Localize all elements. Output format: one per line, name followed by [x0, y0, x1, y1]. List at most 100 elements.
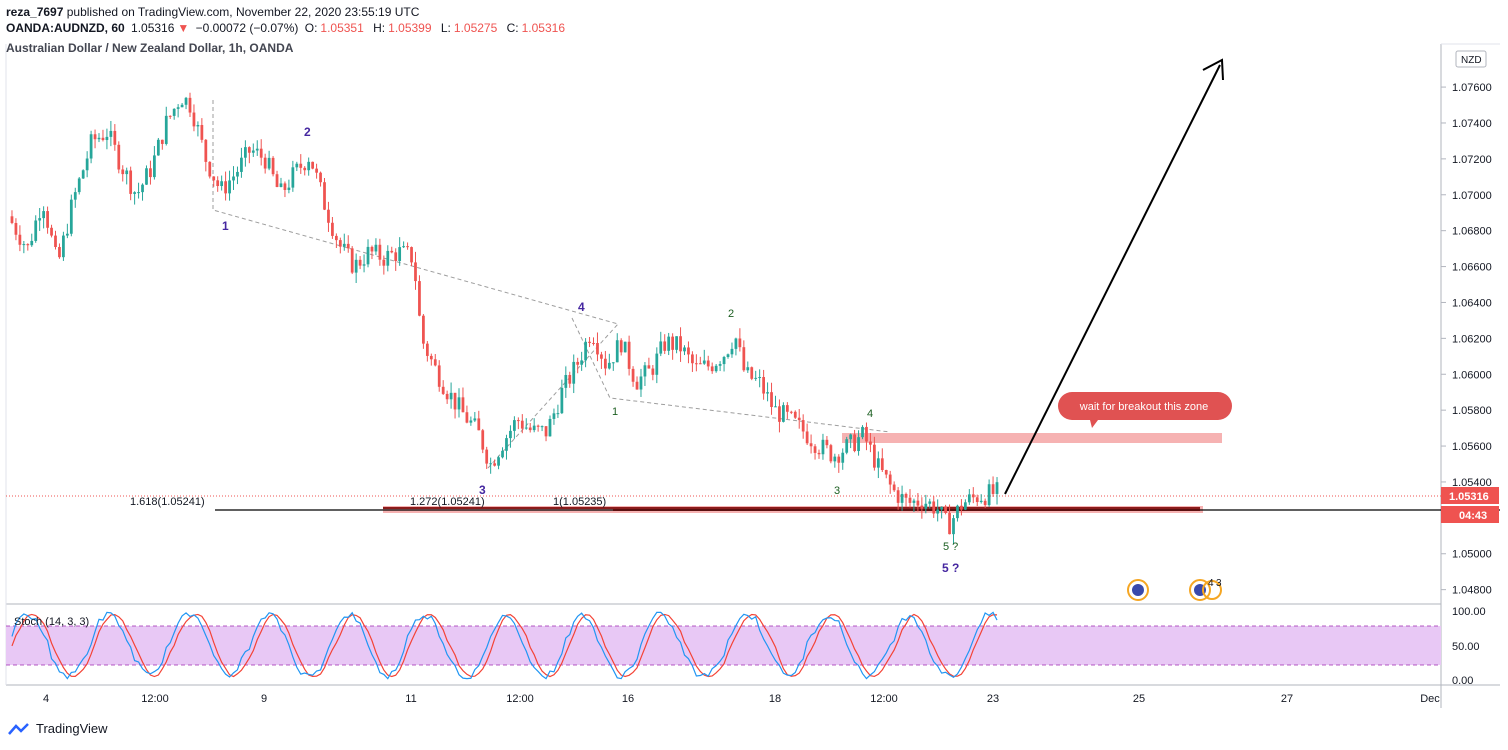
y-tick-label: 1.05400: [1452, 477, 1492, 489]
candle-series[interactable]: [10, 92, 999, 545]
candle-body: [967, 494, 971, 503]
publisher-name[interactable]: reza_7697: [6, 5, 64, 19]
candle-body: [26, 244, 30, 246]
candle-body: [176, 107, 180, 109]
candle-body: [698, 363, 702, 365]
candle-body: [303, 167, 307, 171]
candle-body: [722, 357, 726, 365]
candle-body: [180, 104, 184, 108]
candle-body: [552, 413, 556, 419]
event-count-1: 4: [1208, 578, 1214, 589]
candle-body: [801, 420, 805, 432]
wave-minor-5: 5 ?: [943, 541, 958, 553]
candle-body: [607, 362, 611, 369]
candle-body: [584, 341, 587, 361]
candle-body: [821, 439, 825, 455]
candle-body: [331, 222, 334, 236]
candle-body: [441, 386, 445, 394]
candle-body: [493, 463, 496, 466]
footer[interactable]: TradingView: [8, 721, 108, 736]
candle-body: [564, 374, 568, 388]
candle-body: [536, 425, 540, 427]
candle-body: [113, 130, 117, 145]
candle-body: [975, 497, 979, 503]
candle-body: [876, 458, 880, 468]
candle-body: [928, 501, 932, 504]
y-tick-label: 1.05600: [1452, 441, 1492, 453]
candle-body: [497, 457, 500, 466]
chart-header: reza_7697 published on TradingView.com, …: [6, 4, 571, 56]
candle-body: [501, 450, 504, 458]
candle-body: [944, 506, 947, 514]
candle-body: [437, 365, 441, 387]
candle-body: [42, 211, 46, 219]
candle-body: [916, 500, 920, 506]
candle-body: [267, 157, 271, 169]
candle-body: [232, 176, 235, 181]
projection-arrow[interactable]: [1004, 64, 1221, 495]
candle-body: [342, 243, 346, 247]
low-label: L:: [440, 21, 451, 35]
currency-badge[interactable]: [1455, 50, 1487, 68]
candle-body: [782, 405, 785, 422]
flag-au-icon: [1132, 584, 1144, 596]
projection-arrowhead: [1202, 58, 1224, 81]
candle-body: [987, 484, 991, 506]
candle-body: [192, 112, 196, 127]
candle-body: [358, 259, 362, 266]
stoch-tick-label: 0.00: [1452, 675, 1473, 687]
candle-body: [572, 361, 576, 384]
event-count-2: 3: [1216, 578, 1222, 589]
x-tick-label: 4: [43, 693, 49, 705]
breakout-callout[interactable]: [1058, 392, 1232, 428]
candle-body: [164, 115, 168, 144]
candle-body: [694, 363, 698, 365]
candle-body: [481, 430, 485, 450]
candle-body: [829, 445, 833, 462]
y-tick-label: 1.05800: [1452, 405, 1492, 417]
candle-body: [600, 354, 603, 359]
candle-body: [10, 216, 14, 223]
candle-body: [30, 240, 34, 246]
candle-body: [513, 420, 516, 431]
candle-body: [370, 246, 374, 252]
candle-body: [228, 180, 231, 194]
candle-body: [58, 247, 61, 258]
candle-body: [750, 367, 754, 379]
stoch-axis: 100.00 50.00 0.00: [1452, 606, 1486, 687]
candle-body: [952, 518, 955, 535]
candle-body: [145, 168, 148, 185]
candle-body: [311, 161, 315, 169]
low-value: 1.05275: [453, 21, 498, 35]
candle-body: [386, 250, 390, 266]
candle-body: [869, 441, 872, 445]
y-tick-label: 1.06400: [1452, 297, 1492, 309]
candle-body: [453, 392, 457, 410]
candle-body: [200, 125, 204, 140]
callout-text: wait for breakout this zone: [1079, 401, 1208, 413]
symbol-label[interactable]: OANDA:AUDNZD, 60: [6, 21, 125, 35]
candle-body: [50, 227, 53, 236]
candle-body: [366, 246, 370, 265]
candle-body: [429, 355, 433, 360]
candle-body: [758, 377, 762, 379]
candle-body: [635, 381, 639, 390]
x-tick-label: 12:00: [506, 693, 534, 705]
candle-body: [857, 437, 860, 452]
stoch-tick-label: 100.00: [1452, 606, 1486, 618]
price-axis[interactable]: 1.07600 1.07400 1.07200 1.07000 1.06800 1.066…: [1441, 82, 1492, 597]
candle-body: [275, 174, 279, 187]
x-tick-label: Dec: [1420, 693, 1440, 705]
time-axis[interactable]: 4 12:00 9 11 12:00 16 18 12:00 23 25 27 Dec: [43, 693, 1440, 705]
candle-body: [54, 235, 57, 248]
candle-body: [168, 115, 172, 117]
candle-body: [940, 506, 944, 510]
stoch-label[interactable]: Stoch (14, 3, 3): [14, 616, 89, 628]
candle-body: [963, 502, 967, 510]
candle-body: [141, 184, 144, 193]
candle-body: [845, 439, 849, 453]
candle-body: [307, 161, 311, 171]
candle-body: [394, 252, 398, 262]
last-price: 1.05316: [131, 21, 175, 35]
